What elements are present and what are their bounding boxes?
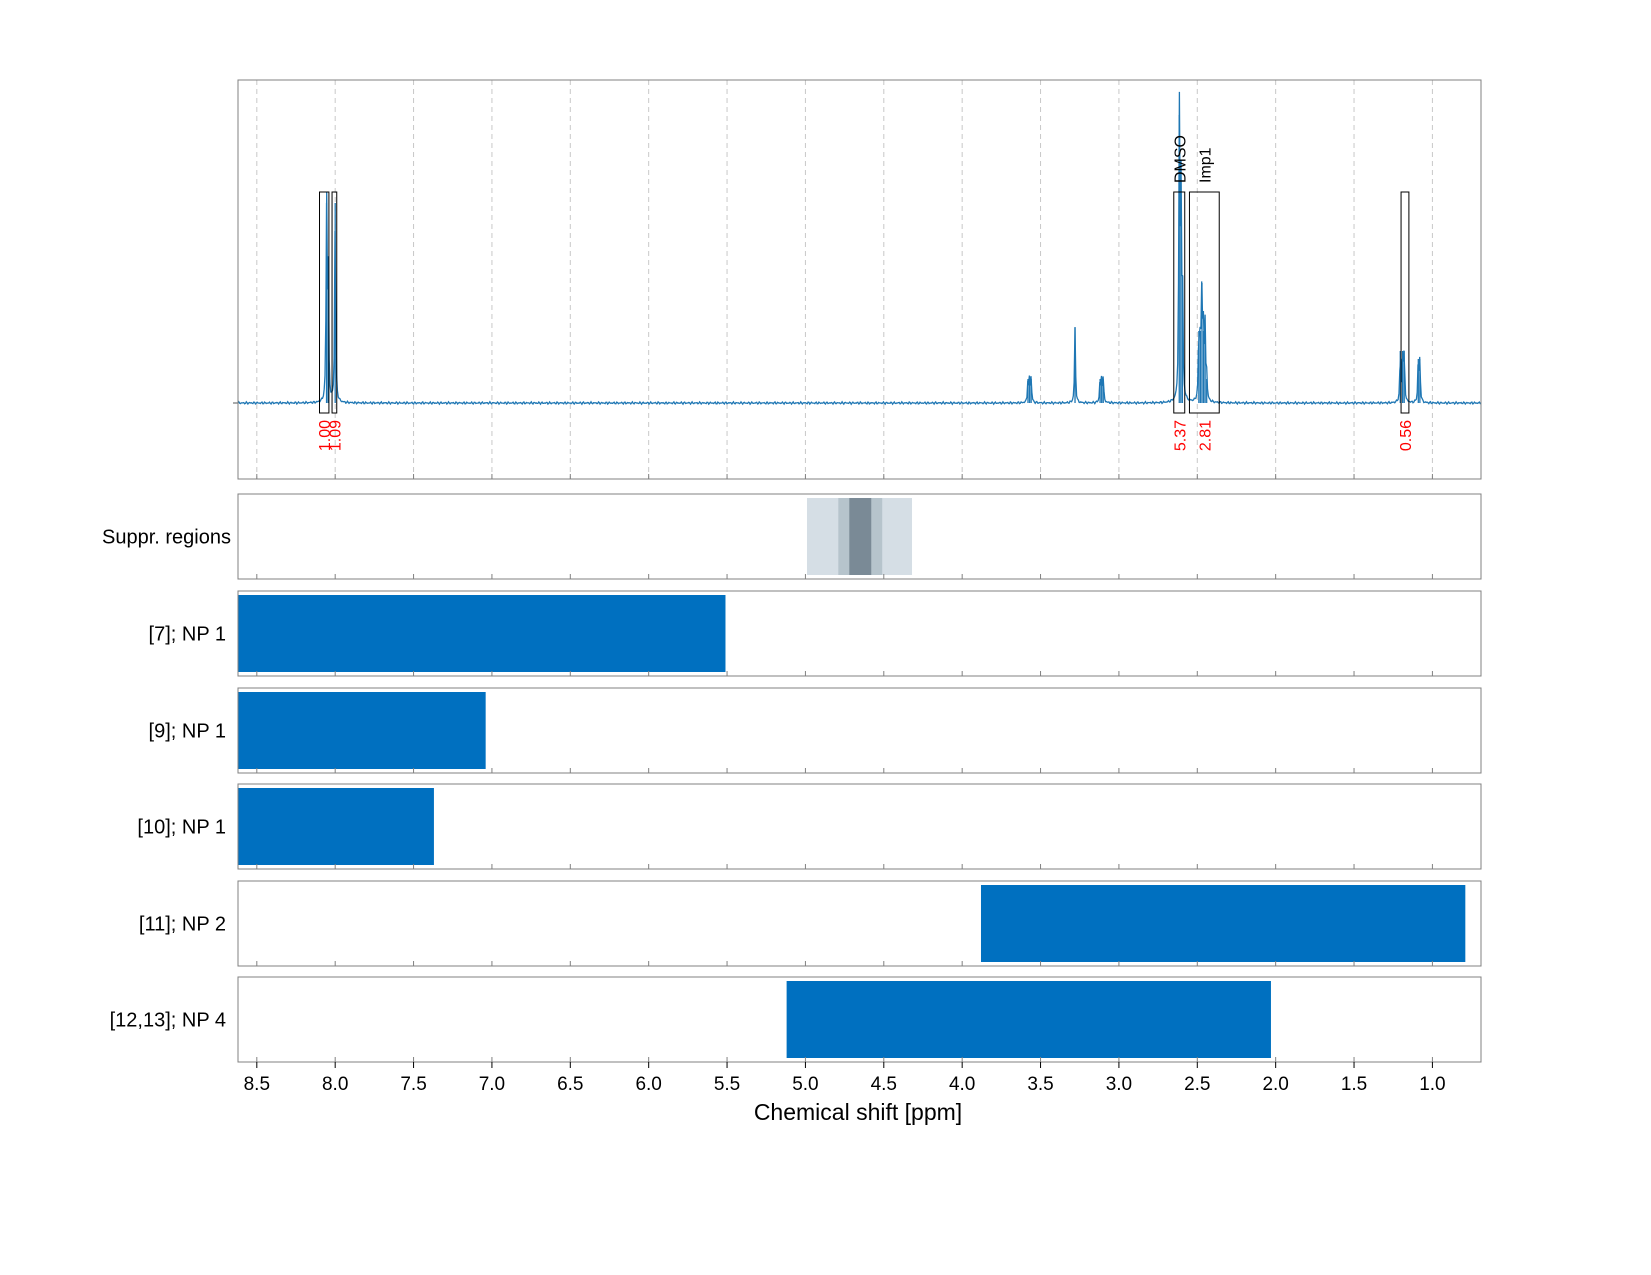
integration-value-1: 1.09 — [327, 420, 344, 451]
x-tick-label-7: 5.0 — [792, 1074, 818, 1095]
series-label-1: [9]; NP 1 — [149, 721, 226, 743]
x-tick-label-6: 5.5 — [714, 1074, 740, 1095]
x-tick-label-4: 6.5 — [557, 1074, 583, 1095]
x-tick-label-14: 1.5 — [1341, 1074, 1367, 1095]
x-tick-label-2: 7.5 — [400, 1074, 426, 1095]
suppression-bands — [806, 498, 913, 575]
x-axis-label: Chemical shift [ppm] — [754, 1099, 962, 1125]
integration-region-4 — [1400, 191, 1410, 414]
x-tick-label-11: 3.0 — [1106, 1074, 1132, 1095]
series-panel-1: [9]; NP 1 — [149, 687, 1482, 774]
integration-regions: 1.001.09 5.37 DMSO 2.81 Imp1 0.56 — [317, 135, 1415, 451]
series-label-0: [7]; NP 1 — [149, 624, 226, 646]
x-tick-label-3: 7.0 — [479, 1074, 505, 1095]
x-tick-label-13: 2.0 — [1262, 1074, 1288, 1095]
integration-value-2: 5.37 — [1172, 420, 1189, 451]
x-tick-label-1: 8.0 — [322, 1074, 348, 1095]
integration-region-1 — [331, 191, 338, 414]
series-range-bar-4 — [786, 981, 1271, 1058]
suppression-ticks — [256, 574, 1433, 579]
series-frame-4 — [237, 976, 1482, 1063]
series-panel-3: [11]; NP 2 — [139, 880, 1482, 967]
series-panel-2: [10]; NP 1 — [137, 783, 1482, 870]
series-range-bar-0 — [238, 595, 726, 672]
series-panels: [7]; NP 1 [9]; NP 1 [10]; NP 1 [11]; NP 2 [1… — [110, 590, 1482, 1063]
series-range-bar-3 — [980, 885, 1466, 962]
spectrum-grid — [256, 80, 1433, 479]
x-tick-label-10: 3.5 — [1027, 1074, 1053, 1095]
series-frame-3 — [237, 880, 1482, 967]
x-tick-label-15: 1.0 — [1419, 1074, 1445, 1095]
integration-value-3: 2.81 — [1197, 420, 1214, 451]
series-range-bar-2 — [238, 788, 434, 865]
series-frame-1 — [237, 687, 1482, 774]
series-label-4: [12,13]; NP 4 — [110, 1010, 226, 1032]
suppression-panel: Suppr. regions — [102, 493, 1482, 580]
x-tick-label-5: 6.0 — [635, 1074, 661, 1095]
series-range-bar-1 — [238, 692, 486, 769]
integration-value-4: 0.56 — [1398, 420, 1415, 451]
series-frame-0 — [237, 590, 1482, 677]
suppression-frame — [237, 493, 1482, 580]
x-tick-label-8: 4.5 — [871, 1074, 897, 1095]
series-panel-0: [7]; NP 1 — [149, 590, 1482, 677]
x-tick-label-12: 2.5 — [1184, 1074, 1210, 1095]
integration-region-0 — [319, 191, 330, 414]
series-frame-2 — [237, 783, 1482, 870]
suppression-row-label: Suppr. regions — [102, 527, 231, 549]
integration-value-0: 1.00 — [317, 420, 334, 451]
series-label-2: [10]; NP 1 — [137, 817, 226, 839]
series-panel-4: [12,13]; NP 4 — [110, 976, 1482, 1063]
series-label-3: [11]; NP 2 — [139, 914, 226, 936]
suppression-band-2 — [849, 498, 872, 575]
x-tick-label-0: 8.5 — [244, 1074, 270, 1095]
integration-label-2: DMSO — [1172, 135, 1189, 183]
integration-region-3 — [1188, 191, 1220, 414]
spectrum-peaks — [325, 115, 1421, 403]
spectrum-ticks — [256, 474, 1433, 479]
integration-region-2 — [1173, 191, 1186, 414]
spectrum-frame — [237, 79, 1482, 480]
x-axis: 8.5 8.0 7.5 7.0 6.5 6.0 5.5 5.0 4.5 4.0 3.5 3.0 2.5 2… — [244, 1062, 1446, 1095]
spectrum-panel: 1.001.09 5.37 DMSO 2.81 Imp1 0.56 — [233, 79, 1482, 480]
x-tick-label-9: 4.0 — [949, 1074, 975, 1095]
integration-label-3: Imp1 — [1197, 147, 1214, 183]
spectrum-line — [237, 91, 1482, 406]
